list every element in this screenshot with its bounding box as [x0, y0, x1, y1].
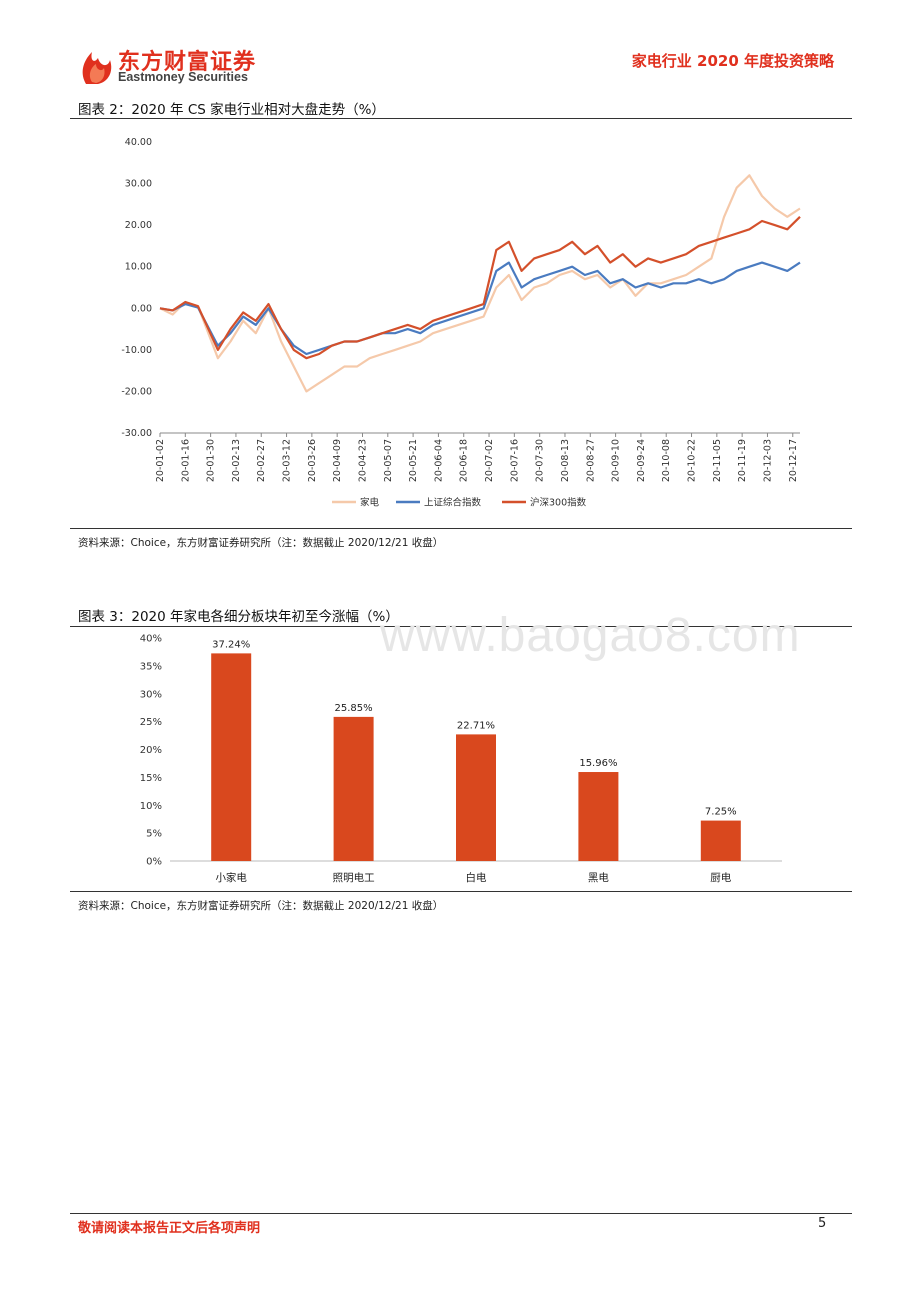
y-tick-label: -30.00: [121, 428, 152, 439]
bar-data-label: 37.24%: [212, 639, 250, 650]
x-tick-label: 20-01-30: [206, 439, 217, 482]
bar: [333, 716, 374, 861]
y-tick-label: 40%: [140, 634, 162, 645]
x-tick-label: 20-07-30: [535, 439, 546, 482]
figure3-title: 图表 3：2020 年家电各细分板块年初至今涨幅（%）: [78, 609, 399, 625]
figure2-source: 资料来源：Choice，东方财富证券研究所（注：数据截止 2020/12/21 …: [78, 537, 444, 549]
x-tick-label: 20-03-26: [307, 439, 318, 482]
x-tick-label: 20-03-12: [282, 439, 293, 482]
x-tick-label: 20-07-02: [484, 439, 495, 482]
y-tick-label: 10.00: [125, 262, 152, 273]
figure2-title: 图表 2：2020 年 CS 家电行业相对大盘走势（%）: [78, 102, 385, 118]
legend-label: 上证综合指数: [424, 497, 482, 509]
x-tick-label: 20-05-07: [383, 439, 394, 482]
report-title: 家电行业 2020 年度投资策略: [631, 52, 834, 70]
x-tick-label: 20-12-03: [762, 439, 773, 482]
x-tick-label: 20-01-16: [180, 439, 191, 482]
legend-label: 沪深300指数: [530, 497, 587, 509]
x-tick-label: 20-04-23: [357, 439, 368, 482]
y-tick-label: 10%: [140, 801, 162, 812]
bar-data-label: 22.71%: [457, 720, 495, 731]
y-tick-label: 40.00: [125, 137, 152, 148]
figure3-top-rule: [70, 626, 852, 627]
category-label: 照明电工: [333, 871, 375, 884]
x-tick-label: 20-10-08: [661, 439, 672, 482]
x-tick-label: 20-02-13: [231, 439, 242, 482]
y-tick-label: 0.00: [131, 303, 152, 314]
category-label: 黑电: [588, 871, 609, 884]
footer-rule: [70, 1213, 852, 1214]
bar: [211, 653, 252, 861]
y-tick-label: 20%: [140, 745, 162, 756]
x-tick-label: 20-01-02: [155, 439, 166, 482]
page-number: 5: [818, 1216, 827, 1231]
logo-chinese-name: 东方财富证券: [118, 50, 257, 75]
bar-chart: 40% 35% 30% 25% 20% 15% 10% 5% 0% 37.24% 小家电 25.85…: [140, 634, 782, 884]
category-label: 小家电: [215, 871, 247, 884]
x-tick-label: 20-09-10: [611, 439, 622, 482]
logo-flame-icon: [82, 52, 112, 84]
y-tick-label: -20.00: [121, 386, 152, 397]
figure2-top-rule: [70, 118, 852, 119]
x-tick-label: 20-07-16: [509, 439, 520, 482]
y-tick-label: -10.00: [121, 345, 152, 356]
x-tick-label: 20-02-27: [256, 439, 267, 482]
y-tick-label: 5%: [146, 829, 162, 840]
x-tick-label: 20-12-17: [788, 439, 799, 482]
x-tick-label: 20-04-09: [332, 439, 343, 482]
x-tick-label: 20-08-27: [585, 439, 596, 482]
category-label: 白电: [466, 871, 487, 884]
footer-disclaimer: 敬请阅读本报告正文后各项声明: [78, 1221, 261, 1236]
logo-english-name: Eastmoney Securities: [118, 70, 248, 84]
bar: [578, 772, 619, 861]
legend-label: 家电: [360, 497, 380, 509]
bar-data-label: 25.85%: [335, 703, 373, 714]
x-tick-label: 20-11-05: [712, 439, 723, 482]
x-tick-label: 20-10-22: [687, 439, 698, 482]
x-tick-label: 20-09-24: [636, 439, 647, 482]
x-tick-label: 20-11-19: [737, 439, 748, 482]
y-tick-label: 35%: [140, 661, 162, 672]
figure2-bottom-rule: [70, 528, 852, 529]
x-tick-label: 20-06-18: [459, 439, 470, 482]
series-line-2: [159, 261, 801, 356]
figure3-bottom-rule: [70, 891, 852, 892]
x-tick-label: 20-05-21: [408, 439, 419, 482]
y-tick-label: 15%: [140, 773, 162, 784]
figure3-source: 资料来源：Choice，东方财富证券研究所（注：数据截止 2020/12/21 …: [78, 900, 444, 912]
bar-data-label: 7.25%: [705, 807, 737, 818]
watermark: www.baogao8.com: [380, 609, 801, 662]
bar: [700, 820, 741, 861]
series-line-1: [159, 174, 801, 393]
x-tick-label: 20-06-04: [433, 439, 444, 482]
y-tick-label: 25%: [140, 717, 162, 728]
x-tick-label: 20-08-13: [560, 439, 571, 482]
line-chart: 40.00 30.00 20.00 10.00 0.00 -10.00 -20.00 -30.…: [121, 137, 801, 509]
y-tick-label: 30.00: [125, 179, 152, 190]
series-line-3: [159, 216, 801, 360]
bar: [456, 734, 496, 861]
y-tick-label: 0%: [146, 857, 162, 868]
y-tick-label: 30%: [140, 689, 162, 700]
category-label: 厨电: [710, 871, 731, 884]
y-tick-label: 20.00: [125, 220, 152, 231]
bar-data-label: 15.96%: [579, 758, 617, 769]
